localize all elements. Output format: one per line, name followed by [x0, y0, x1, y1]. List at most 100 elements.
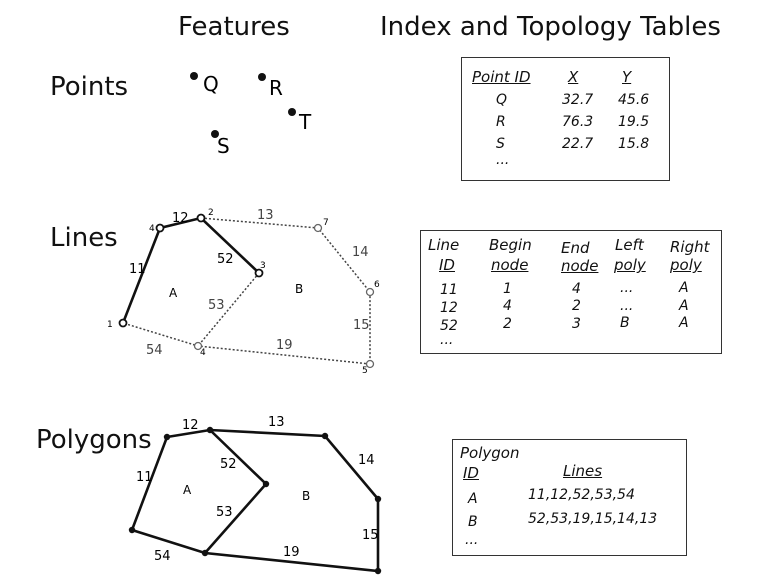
polygon-label: B [302, 489, 310, 503]
line-label: 13 [268, 415, 285, 430]
node-label: 5 [362, 366, 368, 376]
line-label: 15 [353, 318, 370, 333]
node-label: 4 [200, 348, 206, 358]
table-cell: Q [496, 92, 508, 108]
node-marker [196, 213, 206, 223]
polygon-shared-boundary [204, 429, 268, 554]
node-label: 6 [374, 280, 380, 290]
table-header: node [561, 257, 599, 275]
table-more: ... [440, 332, 454, 348]
features-heading: Features [178, 12, 290, 42]
point-q-label: Q [203, 72, 219, 96]
line-label: 19 [276, 338, 293, 353]
lines-figure: 1 2 3 4 4 5 6 7 12 13 11 52 14 53 15 54 … [107, 208, 380, 376]
line-label: 11 [129, 262, 146, 277]
table-cell: 2 [572, 298, 581, 314]
node-marker [365, 287, 375, 297]
polygons-figure: 12 13 11 52 14 53 15 54 19 A B [128, 415, 382, 575]
table-more: ... [465, 532, 479, 548]
vertex-marker [206, 426, 214, 434]
point-t-label: T [298, 110, 312, 134]
table-header: Left [615, 236, 644, 254]
points-figure: Q R T S [190, 72, 312, 158]
table-cell: ... [620, 280, 634, 296]
node-label: 7 [323, 218, 329, 228]
point-q-marker [190, 72, 198, 80]
table-cell: 12 [440, 300, 458, 316]
node-label: 2 [208, 208, 214, 218]
point-t-marker [288, 108, 296, 116]
line-label: 12 [182, 418, 199, 433]
table-cell: 15.8 [618, 136, 650, 152]
node-marker [313, 223, 323, 233]
node-label: 3 [260, 261, 266, 271]
table-header: Line [428, 236, 460, 254]
line-label: 54 [154, 549, 171, 564]
node-marker [254, 268, 264, 278]
table-title: Polygon [460, 444, 520, 462]
table-cell: A [679, 298, 689, 314]
vertex-marker [163, 433, 171, 441]
tables-heading: Index and Topology Tables [380, 12, 721, 42]
vertex-marker [201, 549, 209, 557]
table-cell: 4 [503, 298, 512, 314]
line-label: 53 [208, 298, 225, 313]
line-label: 52 [220, 457, 237, 472]
table-cell: A [679, 280, 689, 296]
table-header: node [491, 256, 529, 274]
table-cell: 2 [503, 316, 512, 332]
table-cell: S [496, 136, 505, 152]
table-cell: 1 [503, 281, 512, 297]
line-label: 13 [257, 208, 274, 223]
line-label: 14 [352, 245, 369, 260]
line-label: 53 [216, 505, 233, 520]
polygon-label: A [169, 286, 178, 300]
point-s-marker [211, 130, 219, 138]
point-r-label: R [269, 76, 283, 100]
table-cell: 52 [440, 318, 458, 334]
table-cell: 32.7 [562, 92, 594, 108]
table-cell: B [620, 315, 630, 331]
polygon-label: B [295, 282, 303, 296]
table-header: End [561, 239, 590, 257]
dotted-lines [122, 217, 371, 365]
table-cell: 52,53,19,15,14,13 [528, 511, 658, 527]
table-cell: 3 [572, 316, 581, 332]
table-header: Point ID [472, 68, 531, 86]
point-r-marker [258, 73, 266, 81]
point-s-label: S [217, 134, 230, 158]
node-marker [118, 318, 128, 328]
table-cell: A [468, 491, 478, 507]
table-cell: 19.5 [618, 114, 650, 130]
vertex-marker [321, 432, 329, 440]
node-marker [155, 223, 165, 233]
table-cell: B [468, 514, 478, 530]
vertex-marker [128, 526, 136, 534]
table-header: Y [622, 68, 632, 86]
line-label: 11 [136, 470, 153, 485]
table-cell: 11,12,52,53,54 [528, 487, 635, 503]
table-cell: A [679, 315, 689, 331]
solid-lines [121, 216, 260, 324]
point-index-table: Point ID X Y Q 32.7 45.6 R 76.3 19.5 S 2… [461, 57, 670, 181]
line-label: 14 [358, 453, 375, 468]
line-label: 52 [217, 252, 234, 267]
line-label: 12 [172, 211, 189, 226]
polygon-boundary [130, 428, 380, 573]
line-topology-table: Line ID Begin node End node Left poly Ri… [420, 230, 722, 354]
table-header: Begin [489, 236, 532, 254]
table-header: Right [670, 238, 710, 256]
table-cell: 45.6 [618, 92, 650, 108]
table-header: X [568, 68, 579, 86]
line-label: 19 [283, 545, 300, 560]
lines-section-label: Lines [50, 223, 118, 253]
vertex-marker [374, 567, 382, 575]
vertex-marker [374, 495, 382, 503]
table-cell: 4 [572, 281, 581, 297]
table-cell: 11 [440, 282, 458, 298]
table-header: poly [614, 256, 646, 274]
line-label: 54 [146, 343, 163, 358]
table-cell: 76.3 [562, 114, 594, 130]
table-cell: ... [620, 298, 634, 314]
